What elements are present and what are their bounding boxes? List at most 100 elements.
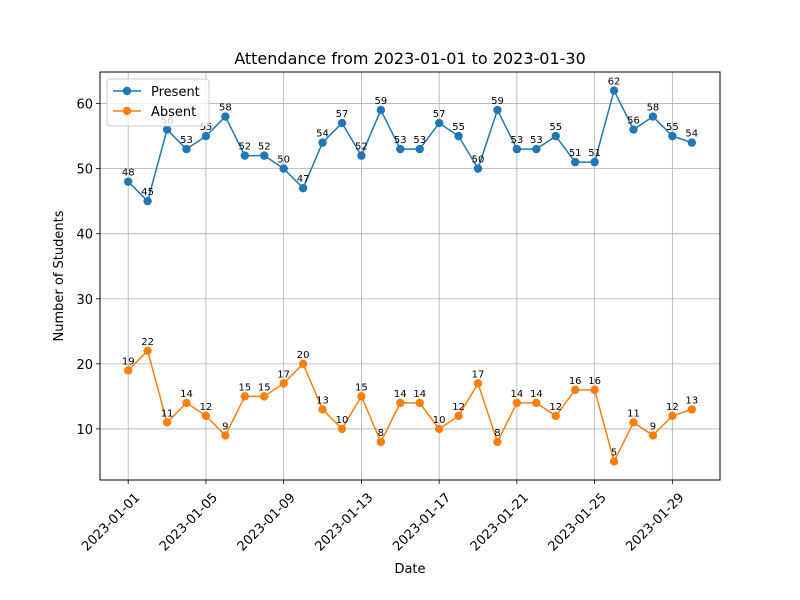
present-point xyxy=(260,151,269,160)
absent-point xyxy=(260,392,269,401)
present-data-label: 56 xyxy=(627,116,640,127)
absent-legend-label: Absent xyxy=(151,105,196,120)
absent-data-label: 12 xyxy=(549,402,562,413)
absent-point xyxy=(376,437,386,447)
absent-point xyxy=(648,431,658,440)
absent-data-label: 11 xyxy=(161,408,174,419)
absent-point xyxy=(143,346,152,356)
x-tick-label: 2023-01-21 xyxy=(468,490,532,554)
absent-point xyxy=(162,418,172,427)
absent-data-label: 14 xyxy=(530,389,543,400)
absent-point xyxy=(512,398,522,408)
present-point xyxy=(532,144,541,154)
present-data-label: 58 xyxy=(647,103,660,114)
x-tick-label: 2023-01-17 xyxy=(390,490,454,554)
absent-data-label: 14 xyxy=(180,389,193,400)
absent-point xyxy=(124,366,133,375)
present-data-label: 53 xyxy=(413,135,426,146)
present-point xyxy=(162,125,172,134)
absent-point xyxy=(298,359,308,369)
present-point xyxy=(473,164,483,173)
present-point xyxy=(221,112,230,121)
absent-point xyxy=(454,411,463,421)
absent-point xyxy=(318,405,327,414)
present-data-label: 50 xyxy=(277,155,290,166)
present-point xyxy=(298,183,308,193)
present-data-label: 51 xyxy=(569,148,582,159)
present-data-label: 55 xyxy=(452,122,465,133)
absent-point xyxy=(668,411,677,421)
absent-point xyxy=(629,418,638,427)
absent-point xyxy=(434,424,444,434)
present-point xyxy=(551,131,560,141)
absent-data-label: 5 xyxy=(611,447,617,458)
y-tick-label: 10 xyxy=(76,423,93,438)
present-data-label: 59 xyxy=(374,96,387,107)
present-data-label: 58 xyxy=(219,103,232,114)
absent-data-label: 13 xyxy=(316,395,329,406)
present-point xyxy=(648,112,658,121)
absent-point xyxy=(532,398,541,408)
absent-data-label: 12 xyxy=(666,402,679,413)
present-data-label: 45 xyxy=(141,187,154,198)
present-data-label: 54 xyxy=(685,129,698,140)
absent-point xyxy=(570,385,580,395)
absent-data-label: 12 xyxy=(452,402,465,413)
absent-data-label: 13 xyxy=(685,395,698,406)
present-data-label: 52 xyxy=(258,142,271,153)
present-data-label: 54 xyxy=(316,129,329,140)
present-data-label: 48 xyxy=(122,168,135,179)
present-point xyxy=(318,138,327,147)
present-data-label: 59 xyxy=(491,96,504,107)
present-data-label: 62 xyxy=(608,77,621,88)
y-tick-label: 50 xyxy=(76,163,93,178)
present-data-label: 53 xyxy=(511,135,524,146)
present-point xyxy=(279,164,288,173)
present-data-label: 51 xyxy=(588,148,601,159)
present-data-label: 55 xyxy=(549,122,562,133)
x-tick-label: 2023-01-25 xyxy=(546,490,610,554)
present-data-label: 53 xyxy=(394,135,407,146)
present-point xyxy=(143,196,152,206)
absent-point xyxy=(590,385,599,395)
present-point xyxy=(454,131,463,141)
x-tick-label: 2023-01-01 xyxy=(79,490,143,554)
absent-data-label: 20 xyxy=(297,350,310,361)
legend: Present Absent xyxy=(106,78,210,127)
present-data-label: 57 xyxy=(336,109,349,120)
present-point xyxy=(124,177,133,186)
present-data-label: 55 xyxy=(200,122,213,133)
absent-data-label: 8 xyxy=(378,428,384,439)
absent-point xyxy=(493,437,502,447)
present-point xyxy=(512,144,522,154)
absent-point xyxy=(473,379,483,388)
present-data-label: 55 xyxy=(666,122,679,133)
absent-point xyxy=(240,392,250,401)
absent-point xyxy=(182,398,191,408)
absent-point xyxy=(221,431,230,440)
x-axis-label: Date xyxy=(394,562,425,577)
present-point xyxy=(629,125,638,134)
absent-data-label: 17 xyxy=(277,369,290,380)
absent-data-label: 9 xyxy=(222,421,228,432)
present-point xyxy=(182,144,191,154)
present-data-label: 53 xyxy=(180,135,193,146)
present-data-label: 47 xyxy=(297,174,310,185)
present-data-label: 53 xyxy=(530,135,543,146)
absent-point xyxy=(551,411,560,421)
absent-data-label: 16 xyxy=(569,376,582,387)
absent-data-label: 9 xyxy=(650,421,656,432)
present-point xyxy=(357,151,366,160)
absent-data-label: 15 xyxy=(258,382,271,393)
present-series-line xyxy=(127,88,693,203)
absent-data-label: 10 xyxy=(433,415,446,426)
present-data-label: 52 xyxy=(238,142,251,153)
absent-point xyxy=(357,392,366,401)
data-labels-layer: 4845565355585252504754575259535357555059… xyxy=(122,77,698,459)
present-point xyxy=(240,151,250,160)
present-point xyxy=(570,157,580,167)
present-legend-label: Present xyxy=(151,85,200,100)
absent-point xyxy=(415,398,424,408)
absent-point xyxy=(687,405,696,414)
